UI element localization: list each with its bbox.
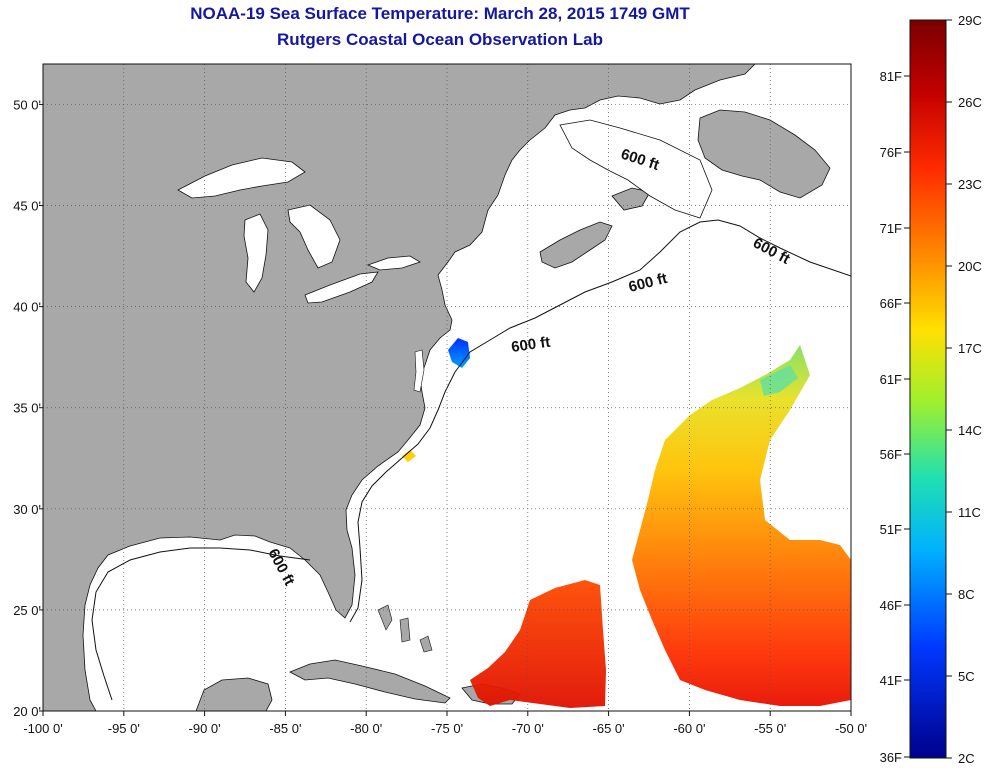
lon-tick-label: -70 0' [512,721,544,736]
longitude-axis: -100 0' -95 0' -90 0' -85 0' -80 0' -75 0' -70… [23,711,867,736]
sst-data-layer [402,338,851,708]
chesapeake-bay [413,349,425,393]
colorbar-fahrenheit-label: 46F [880,598,902,613]
colorbar-celsius-label: 11C [958,505,981,520]
lat-tick-label: 40 0' [13,300,41,315]
bahamas-land [377,604,433,653]
colorbar-celsius-label: 8C [958,587,975,602]
colorbar-celsius-label: 29C [958,13,982,28]
colorbar-celsius-label: 23C [958,177,982,192]
isobath-600ft-line [349,219,851,623]
cape-breton-land [611,187,651,211]
colorbar-celsius-label: 17C [958,341,982,356]
colorbar-fahrenheit-label: 51F [880,522,902,537]
lon-tick-label: -95 0' [108,721,140,736]
colorbar-ticks: 29C 26C 23C 20C 17C 14C 11C 8C 5C 2C 81F 76F 71F 66F 6… [880,13,982,766]
sst-patch-south [470,580,606,708]
lon-tick-label: -100 0' [23,721,62,736]
north-america-land [43,64,756,711]
colorbar-fahrenheit-label: 66F [880,296,902,311]
colorbar-celsius-label: 14C [958,423,982,438]
nova-scotia-land [539,221,613,269]
lat-tick-label: 35 0' [13,401,41,416]
lat-tick-label: 20 0' [13,704,41,719]
lon-tick-label: -60 0' [673,721,705,736]
lat-tick-label: 50 0' [13,97,41,112]
yucatan-land [195,677,273,711]
lake-michigan [243,213,269,293]
sst-gulf-stream-speck [402,450,416,462]
colorbar-celsius-label: 20C [958,259,982,274]
colorbar-fahrenheit-label: 76F [880,145,902,160]
lon-tick-label: -85 0' [269,721,301,736]
lon-tick-label: -55 0' [754,721,786,736]
lake-superior [177,157,306,199]
colorbar-fahrenheit-label: 41F [880,673,902,688]
colorbar-celsius-label: 2C [958,751,975,766]
lat-tick-label: 30 0' [13,502,41,517]
lake-huron [287,204,341,269]
colorbar-fahrenheit-label: 56F [880,447,902,462]
lon-tick-label: -75 0' [431,721,463,736]
lon-tick-label: -80 0' [350,721,382,736]
sst-green-fringe [760,365,798,396]
lake-ontario [366,255,421,271]
lon-tick-label: -90 0' [189,721,221,736]
colorbar-celsius-label: 26C [958,95,982,110]
lon-tick-label: -50 0' [835,721,867,736]
graticule [43,64,851,711]
latitude-axis: 20 0' 25 0' 30 0' 35 0' 40 0' 45 0' 50 0' [13,97,43,719]
lat-tick-label: 45 0' [13,199,41,214]
map-plot-area [43,64,851,711]
newfoundland-land [697,109,831,199]
isobath-label-mid-atlantic: 600 ft [510,334,551,356]
lon-tick-label: -65 0' [593,721,625,736]
colorbar-fahrenheit-label: 71F [880,221,902,236]
map-subtitle: Rutgers Coastal Ocean Observation Lab [277,30,603,49]
colorbar-fahrenheit-label: 61F [880,372,902,387]
isobath-600ft-gulf [91,547,311,701]
colorbar-celsius-label: 5C [958,669,975,684]
colorbar-fahrenheit-label: 81F [880,69,902,84]
cuba-land [289,659,451,704]
lat-tick-label: 25 0' [13,603,41,618]
colorbar-fahrenheit-label: 36F [880,750,902,765]
sst-patch-east [632,345,851,706]
sst-ny-bight [448,338,470,368]
lake-erie [304,271,379,304]
gulf-of-st-lawrence [559,119,713,219]
map-title: NOAA-19 Sea Surface Temperature: March 2… [190,4,690,23]
colorbar [909,19,947,759]
